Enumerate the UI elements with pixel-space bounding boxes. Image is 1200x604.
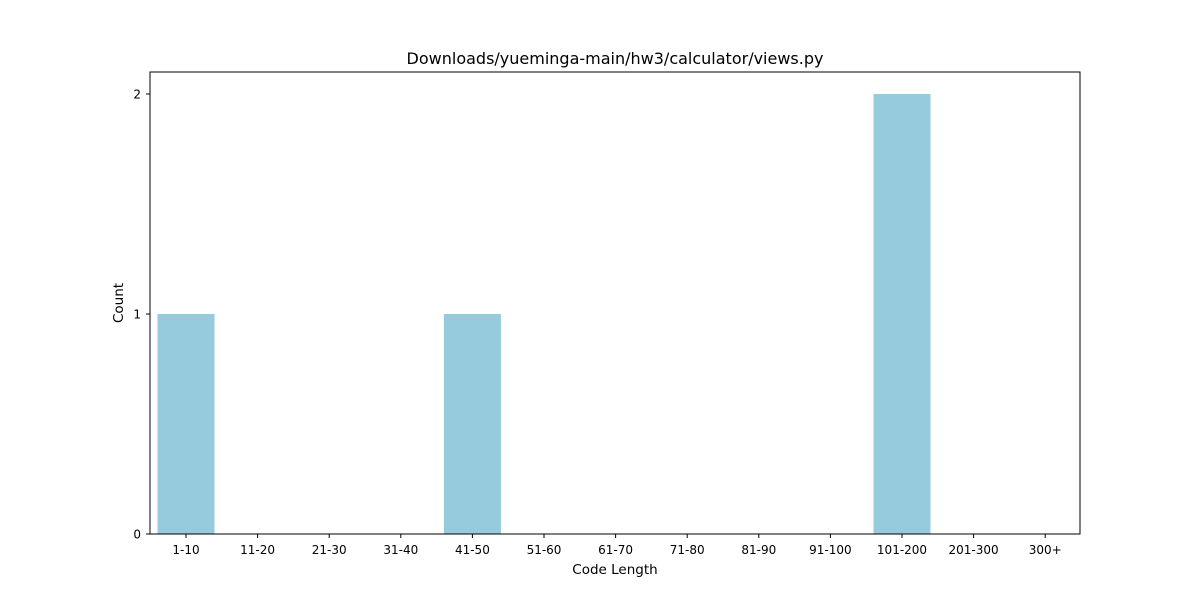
x-axis-ticks: 1-10 11-20 21-30 31-40 41-50 51-60 61-70 71-80 8… bbox=[172, 534, 1062, 557]
x-tick-label: 11-20 bbox=[240, 543, 275, 557]
x-tick-label: 1-10 bbox=[172, 543, 199, 557]
bar-1-10 bbox=[157, 314, 215, 534]
x-tick-label: 71-80 bbox=[670, 543, 705, 557]
y-tick-label: 1 bbox=[133, 308, 141, 322]
x-tick-label: 51-60 bbox=[527, 543, 562, 557]
x-tick-label: 61-70 bbox=[598, 543, 633, 557]
x-tick-label: 91-100 bbox=[809, 543, 852, 557]
bars-group bbox=[157, 94, 931, 534]
y-tick-label: 0 bbox=[133, 528, 141, 542]
x-tick-label: 300+ bbox=[1029, 543, 1062, 557]
x-tick-label: 31-40 bbox=[383, 543, 418, 557]
y-tick-label: 2 bbox=[133, 88, 141, 102]
y-axis-label: Count bbox=[111, 283, 127, 323]
x-tick-label: 21-30 bbox=[312, 543, 347, 557]
chart-title: Downloads/yueminga-main/hw3/calculator/v… bbox=[407, 49, 824, 68]
x-tick-label: 101-200 bbox=[877, 543, 927, 557]
y-axis-ticks: 0 1 2 bbox=[133, 88, 150, 542]
bar-41-50 bbox=[443, 314, 501, 534]
x-tick-label: 41-50 bbox=[455, 543, 490, 557]
x-axis-label: Code Length bbox=[572, 562, 657, 578]
bar-101-200 bbox=[873, 94, 931, 534]
axes-frame bbox=[149, 71, 1081, 535]
x-tick-label: 81-90 bbox=[741, 543, 776, 557]
x-tick-label: 201-300 bbox=[949, 543, 999, 557]
